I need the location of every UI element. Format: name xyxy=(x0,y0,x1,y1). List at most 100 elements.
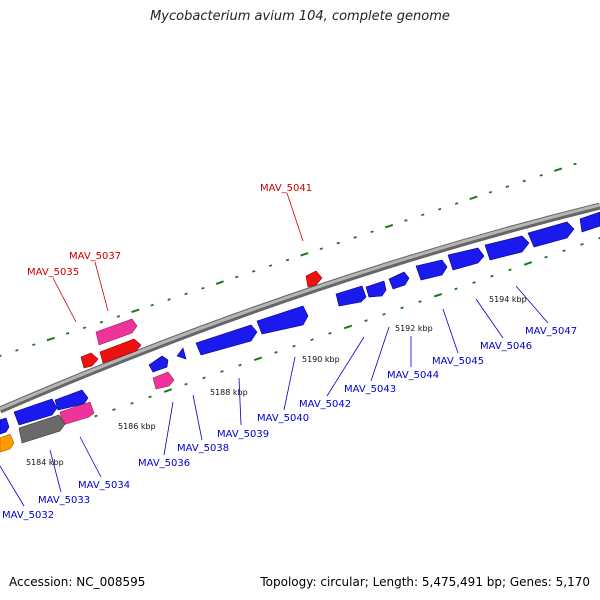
scale-tick xyxy=(454,202,459,205)
gene-label-mav5046[interactable]: MAV_5046 xyxy=(480,341,532,352)
scale-tick xyxy=(336,241,340,245)
scale-tick xyxy=(274,351,278,354)
gene-arrow-blue-left[interactable] xyxy=(0,417,10,435)
gene-arrow-gray[interactable] xyxy=(18,414,66,444)
genome-backbone-highlight xyxy=(0,203,600,411)
gene-arrow-rna-small[interactable] xyxy=(152,371,175,390)
scale-tick xyxy=(251,269,256,273)
scale-tick xyxy=(384,223,394,229)
scale-tick xyxy=(184,382,188,386)
gene-label-mav5042[interactable]: MAV_5042 xyxy=(299,399,351,410)
scale-tick xyxy=(285,258,290,262)
scale-tick xyxy=(46,336,55,342)
scale-tick xyxy=(562,249,566,253)
scale-tick xyxy=(292,344,296,348)
label-leader-lines xyxy=(0,192,549,507)
scale-tick xyxy=(167,298,171,301)
scale-tick xyxy=(364,319,368,322)
scale-tick xyxy=(523,261,533,266)
scale-tick xyxy=(163,388,173,393)
inner-tick-track xyxy=(94,237,600,418)
scale-tick xyxy=(268,264,273,267)
gene-labels: MAV_5041 MAV_5037 MAV_5035 MAV_5032 MAV_… xyxy=(2,183,577,521)
scale-tick xyxy=(488,190,493,194)
gene-arrow-mav5040[interactable] xyxy=(335,285,367,307)
scale-tick xyxy=(99,320,104,324)
scale-tick xyxy=(328,332,332,335)
scale-tick xyxy=(202,376,206,380)
gene-label-mav5044[interactable]: MAV_5044 xyxy=(387,370,439,381)
gene-arrow-mav5041[interactable] xyxy=(305,270,323,288)
gene-arrow-orange[interactable] xyxy=(0,433,15,453)
gene-arrow-mav5044[interactable] xyxy=(447,247,485,271)
scale-tick xyxy=(116,315,121,318)
scale-tick xyxy=(310,338,314,342)
gene-label-mav5045[interactable]: MAV_5045 xyxy=(432,356,484,367)
gene-label-mav5038[interactable]: MAV_5038 xyxy=(177,443,229,454)
reverse-strand-genes xyxy=(0,211,600,453)
scale-tick xyxy=(215,280,224,285)
gene-label-mav5041[interactable]: MAV_5041 xyxy=(260,183,312,194)
genome-summary-text: Topology: circular; Length: 5,475,491 bp… xyxy=(260,575,590,589)
gene-arrow-mav5040b[interactable] xyxy=(365,280,387,298)
gene-arrow-mav5037[interactable] xyxy=(95,318,138,346)
scale-tick xyxy=(15,349,19,352)
gene-label-mav5034[interactable]: MAV_5034 xyxy=(78,480,130,491)
gene-arrow-mav5036[interactable] xyxy=(148,355,169,373)
scale-tick xyxy=(94,414,98,418)
gene-label-mav5033[interactable]: MAV_5033 xyxy=(38,495,90,506)
map-title: Mycobacterium avium 104, complete genome xyxy=(150,9,450,24)
scale-tick xyxy=(539,173,543,177)
scale-tick xyxy=(469,195,478,201)
forward-strand-genes xyxy=(80,270,323,369)
scale-tick xyxy=(454,287,458,291)
scale-tick xyxy=(553,167,563,172)
gene-arrow-mav5033[interactable] xyxy=(13,398,58,426)
accession-text: Accession: NC_008595 xyxy=(9,575,146,589)
scale-label: 5190 kbp xyxy=(302,355,340,364)
gene-arrow-mav5038[interactable] xyxy=(176,347,187,360)
gene-arrow-mav5045[interactable] xyxy=(484,235,530,261)
gene-label-mav5036[interactable]: MAV_5036 xyxy=(138,458,190,469)
scale-label: 5192 kbp xyxy=(395,324,433,333)
gene-label-mav5043[interactable]: MAV_5043 xyxy=(344,384,396,395)
scale-label: 5186 kbp xyxy=(118,422,156,431)
scale-tick xyxy=(253,356,263,362)
gene-label-mav5032[interactable]: MAV_5032 xyxy=(2,510,54,521)
gene-arrow-mav5035[interactable] xyxy=(80,352,99,369)
gene-label-mav5035[interactable]: MAV_5035 xyxy=(27,267,79,278)
gene-arrow-mav5043[interactable] xyxy=(415,259,448,281)
scale-tick xyxy=(353,236,357,239)
scale-tick xyxy=(235,275,239,279)
scale-tick xyxy=(490,274,494,278)
scale-tick xyxy=(382,312,386,316)
scale-tick xyxy=(131,308,140,314)
gene-arrow-mav5047[interactable] xyxy=(579,211,600,233)
scale-tick xyxy=(421,213,425,217)
gene-arrow-mav5039[interactable] xyxy=(256,305,309,335)
scale-tick xyxy=(505,185,510,188)
gene-arrow-mav5042[interactable] xyxy=(388,271,410,290)
scale-tick xyxy=(220,370,224,373)
scale-tick xyxy=(573,162,577,166)
scale-tick xyxy=(130,401,134,405)
gene-label-mav5040[interactable]: MAV_5040 xyxy=(257,413,309,424)
scale-tick xyxy=(65,332,70,335)
gene-arrow-mav5034[interactable] xyxy=(54,389,89,411)
scale-tick xyxy=(82,326,87,330)
scale-tick xyxy=(418,300,422,303)
scale-tick xyxy=(404,219,408,222)
gene-arrow-mav5038-long[interactable] xyxy=(195,324,258,356)
gene-label-mav5039[interactable]: MAV_5039 xyxy=(217,429,269,440)
gene-label-mav5037[interactable]: MAV_5037 xyxy=(69,251,121,262)
gene-label-mav5047[interactable]: MAV_5047 xyxy=(525,326,577,337)
scale-tick xyxy=(300,252,309,257)
scale-label: 5188 kbp xyxy=(210,388,248,397)
scale-tick xyxy=(508,268,512,272)
scale-tick xyxy=(32,343,36,347)
scale-tick xyxy=(148,395,152,399)
scale-tick xyxy=(598,237,600,240)
gene-arrow-red-forward[interactable] xyxy=(99,338,142,364)
gene-arrow-mav5046[interactable] xyxy=(527,221,575,248)
